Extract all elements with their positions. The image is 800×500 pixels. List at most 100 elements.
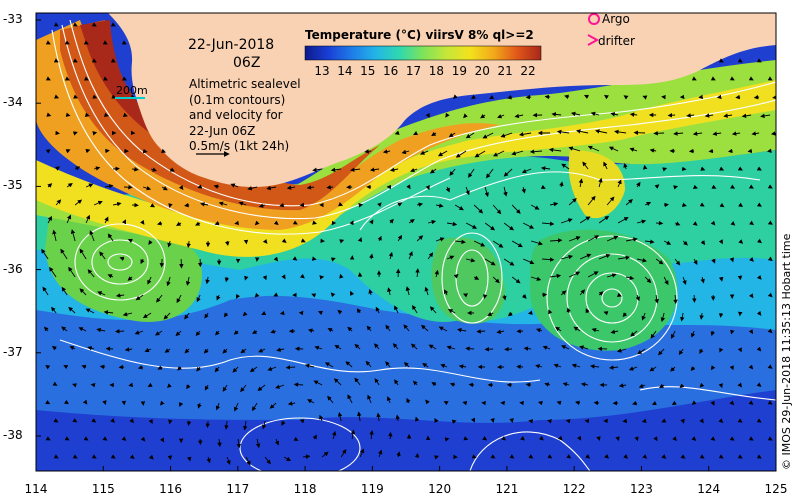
velocity-arrow [122, 312, 133, 317]
velocity-arrow [83, 40, 89, 45]
temperature-colorbar [304, 45, 542, 61]
velocity-arrow [205, 420, 211, 428]
velocity-arrow [178, 185, 184, 190]
velocity-arrow [699, 312, 704, 320]
velocity-arrow [349, 220, 354, 226]
colorbar-tick-label: 20 [474, 64, 490, 78]
velocity-arrow [110, 58, 116, 63]
velocity-arrow [447, 221, 458, 227]
velocity-arrow [453, 273, 459, 279]
sea-level-contour [546, 235, 678, 361]
velocity-arrow [560, 290, 567, 296]
velocity-arrow [107, 233, 114, 242]
velocity-arrow [413, 130, 419, 136]
velocity-arrow [317, 310, 323, 316]
velocity-arrow [737, 166, 743, 171]
velocity-arrow [699, 348, 704, 354]
velocity-arrow [587, 235, 600, 242]
velocity-arrow [121, 76, 127, 81]
velocity-arrow [213, 184, 220, 189]
velocity-arrow [663, 276, 669, 286]
velocity-arrow [579, 216, 591, 224]
velocity-arrow [73, 94, 79, 99]
velocity-arrow [200, 202, 209, 207]
colorbar-tick-label: 17 [405, 64, 422, 78]
velocity-arrow [710, 220, 716, 226]
velocity-arrow [521, 168, 532, 174]
velocity-arrow [99, 364, 106, 370]
velocity-arrow [417, 202, 424, 207]
velocity-arrow [756, 202, 762, 207]
velocity-arrow [299, 273, 305, 279]
velocity-arrow [267, 366, 277, 371]
velocity-arrow [347, 326, 353, 332]
velocity-arrow [497, 114, 505, 119]
description-line: (0.1m contours) [189, 92, 286, 107]
velocity-arrow [711, 184, 717, 189]
velocity-arrow [644, 201, 652, 207]
velocity-arrow [476, 329, 486, 334]
velocity-arrow [236, 438, 242, 449]
depth-scale-label: 200m [116, 84, 148, 97]
velocity-arrow [408, 251, 413, 260]
velocity-arrow [376, 412, 381, 422]
sst-zone-red-current [60, 20, 380, 211]
velocity-arrow [521, 186, 526, 194]
velocity-arrow [366, 325, 372, 332]
velocity-arrow [72, 383, 78, 388]
velocity-arrow [147, 276, 152, 285]
velocity-arrow [560, 218, 573, 224]
x-axis-tick-label: 114 [24, 482, 48, 496]
velocity-arrow [307, 399, 315, 404]
velocity-arrow [425, 112, 430, 118]
velocity-arrow [625, 198, 633, 206]
velocity-arrow [629, 147, 638, 152]
velocity-arrow [548, 309, 553, 315]
sea-level-contour [107, 253, 133, 271]
velocity-arrow [550, 238, 563, 243]
velocity-arrow [148, 454, 154, 460]
velocity-arrow [710, 365, 716, 371]
velocity-arrow [184, 202, 190, 208]
velocity-arrow [64, 40, 70, 45]
velocity-arrow [606, 235, 619, 242]
velocity-arrow [406, 184, 411, 190]
velocity-arrow [449, 168, 456, 176]
velocity-arrow [542, 257, 555, 262]
velocity-arrow [595, 129, 608, 134]
velocity-arrow [124, 347, 133, 352]
colorbar-tick-label: 19 [451, 64, 467, 78]
velocity-arrow [428, 219, 437, 225]
velocity-arrow [375, 306, 380, 314]
velocity-arrow [616, 292, 622, 297]
velocity-arrow [179, 401, 184, 408]
velocity-arrow [691, 400, 697, 405]
velocity-arrow [700, 240, 706, 246]
velocity-arrow [142, 148, 148, 154]
velocity-arrow [364, 149, 372, 154]
velocity-arrow [74, 166, 81, 171]
velocity-arrow [738, 239, 744, 244]
velocity-arrow [261, 310, 267, 316]
velocity-arrow [45, 149, 51, 154]
velocity-arrow [45, 400, 51, 405]
velocity-arrow [692, 184, 698, 189]
velocity-arrow [686, 113, 695, 118]
velocity-arrow [425, 399, 430, 405]
velocity-arrow [150, 203, 156, 208]
sea-level-contour [59, 339, 541, 383]
velocity-arrow [468, 382, 475, 388]
velocity-arrow [690, 330, 696, 338]
velocity-arrow [164, 348, 171, 353]
velocity-arrow [69, 346, 76, 351]
velocity-arrow [626, 275, 635, 281]
velocity-arrow [748, 76, 754, 81]
velocity-arrow [660, 312, 666, 323]
velocity-arrow [690, 366, 696, 372]
velocity-arrow [244, 275, 249, 281]
velocity-arrow [729, 400, 735, 406]
velocity-arrow [483, 294, 488, 300]
velocity-arrow [163, 312, 171, 320]
velocity-arrow [579, 345, 589, 350]
velocity-arrow [405, 286, 411, 296]
